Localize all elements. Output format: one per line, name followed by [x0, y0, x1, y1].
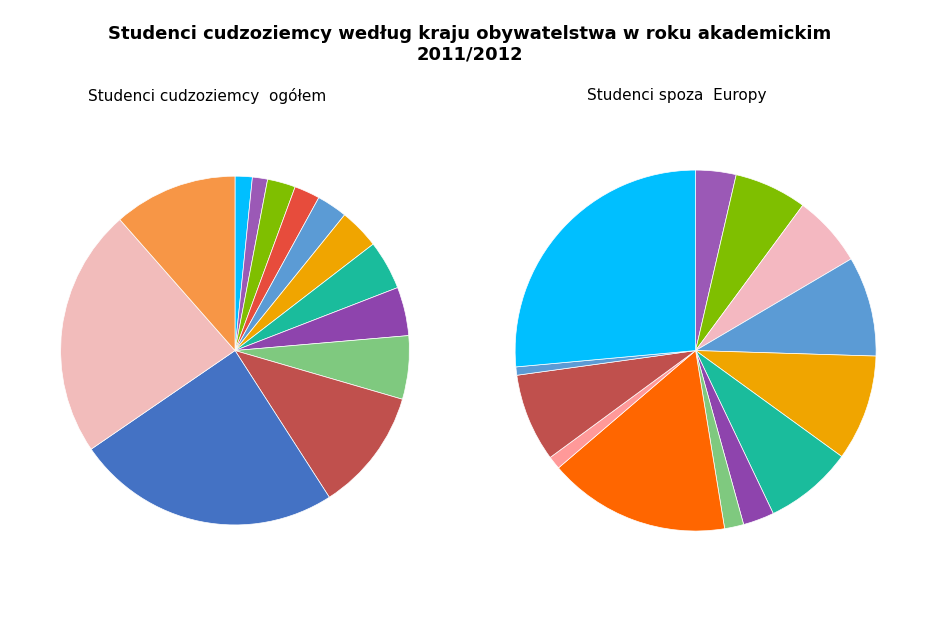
Wedge shape [235, 187, 319, 351]
Wedge shape [235, 336, 410, 399]
Wedge shape [91, 351, 329, 525]
Wedge shape [696, 351, 841, 513]
Wedge shape [550, 351, 696, 468]
Wedge shape [60, 220, 235, 449]
Wedge shape [235, 244, 398, 351]
Wedge shape [696, 351, 774, 525]
Wedge shape [235, 215, 373, 351]
Wedge shape [235, 198, 345, 351]
Wedge shape [516, 351, 696, 375]
Text: Studenci spoza  Europy: Studenci spoza Europy [588, 88, 766, 103]
Wedge shape [517, 351, 696, 458]
Text: Studenci cudzoziemcy  ogółem: Studenci cudzoziemcy ogółem [87, 88, 326, 104]
Wedge shape [696, 205, 851, 351]
Wedge shape [235, 176, 253, 351]
Wedge shape [696, 175, 803, 351]
Wedge shape [696, 351, 744, 529]
Wedge shape [515, 170, 696, 367]
Wedge shape [696, 351, 876, 456]
Text: Studenci cudzoziemcy według kraju obywatelstwa w roku akademickim
2011/2012: Studenci cudzoziemcy według kraju obywat… [108, 25, 832, 64]
Wedge shape [235, 177, 268, 351]
Wedge shape [696, 259, 876, 356]
Wedge shape [235, 351, 402, 497]
Wedge shape [119, 176, 235, 351]
Wedge shape [558, 351, 725, 531]
Wedge shape [235, 287, 409, 351]
Wedge shape [696, 170, 736, 351]
Wedge shape [235, 179, 295, 351]
